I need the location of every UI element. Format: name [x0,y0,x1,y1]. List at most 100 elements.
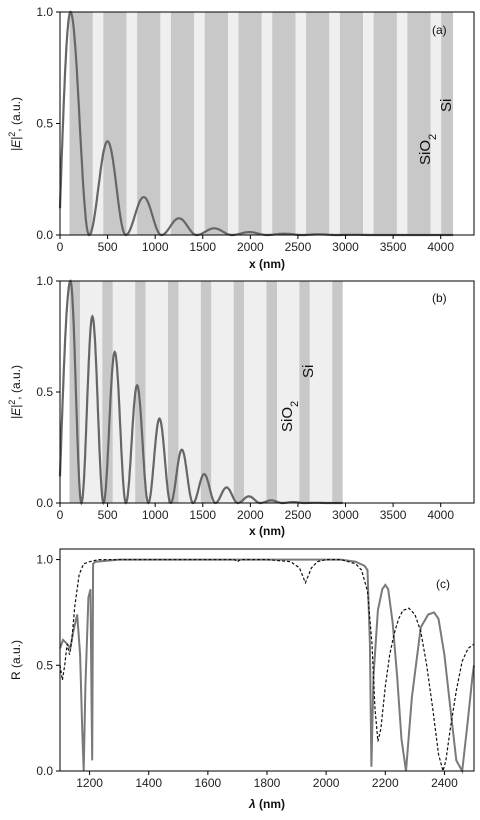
y-tick-label: 0.0 [36,764,53,778]
y-tick-label: 0.5 [36,658,53,672]
si-layer [204,12,228,235]
panel-a-chart: 0 500 1000 1500 2000 2500 3000 3500 4000 0.0 0.5 1.… [7,5,475,271]
sio2-layer [329,12,340,235]
panel-b-ticks: 0 500 1000 1500 2000 2500 3000 3500 4000 0.0 0.5 1.… [36,274,454,522]
panel-a-ticks: 0 500 1000 1500 2000 2500 3000 3500 4000 0.0 0.5 1.… [36,5,454,254]
y-tick-label: 1.0 [36,553,53,567]
x-tick-label: 1500 [189,240,216,254]
panel-a-si-label: Si [438,99,455,112]
x-tick-label: 3500 [380,240,407,254]
si-layer [306,12,330,235]
panel-a-letter: (a) [432,23,447,37]
si-layer [168,281,179,503]
sio2-layer [396,12,408,235]
si-layer [102,281,113,503]
x-tick-label: 3000 [332,508,359,522]
sio2-layer [309,281,333,503]
si-layer [332,281,343,503]
panel-b-sio2-label: SiO2 [279,401,301,432]
si-layer [407,12,431,235]
x-tick-label: 1000 [142,240,169,254]
sio2-layer [112,281,136,503]
sio2-layer [79,281,103,503]
si-layer [233,281,245,503]
sio2-layer [244,281,267,503]
panel-c-frame [59,548,475,772]
x-tick-label: 2000 [237,240,264,254]
x-tick-label: 500 [98,508,118,522]
sio2-layer [160,12,171,235]
panel-b-ylabel: |E|2, (a.u.) [7,365,23,419]
sio2-layer [261,12,273,235]
sio2-layer [178,281,201,503]
x-tick-label: 4000 [427,508,454,522]
x-tick-label: 1800 [254,776,281,790]
sio2-layer [194,12,205,235]
sio2-layer [211,281,234,503]
x-tick-label: 2000 [237,508,264,522]
si-layer [137,12,161,235]
panel-b-xlabel: x (nm) [249,524,285,538]
si-layer [170,12,195,235]
panel-b-chart: 0 500 1000 1500 2000 2500 3000 3500 4000 0.0 0.5 1.… [7,274,475,538]
panel-a-ylabel: |E|2, (a.u.) [7,97,23,151]
y-tick-label: 1.0 [36,274,53,288]
x-tick-label: 1500 [189,508,216,522]
panel-c-dashed-curve [59,559,475,774]
panel-c-ylabel: R (a.u.) [9,640,23,680]
sio2-layer [145,281,169,503]
si-layer [373,12,397,235]
y-tick-label: 0.5 [36,385,53,399]
sio2-layer [430,12,442,235]
x-tick-label: 0 [57,508,64,522]
panel-b-letter: (b) [432,291,447,305]
x-tick-label: 1000 [142,508,169,522]
x-tick-label: 500 [98,240,118,254]
x-tick-label: 1200 [76,776,103,790]
si-layer [441,12,454,235]
x-tick-label: 2500 [285,240,312,254]
sio2-layer [227,12,239,235]
sio2-layer [276,281,300,503]
panel-c-xlabel: λ (nm) [248,797,285,811]
panel-b-si-label: Si [300,365,317,378]
x-tick-label: 2500 [285,508,312,522]
panel-c-ticks: 1200 1400 1600 1800 2000 2200 2400 0.0 0.5 1.0 [36,553,458,790]
x-tick-label: 1600 [195,776,222,790]
si-layer [69,12,93,235]
si-layer [135,281,146,503]
y-tick-label: 0.5 [36,117,53,131]
panel-b-layers [69,281,343,503]
sio2-layer [363,12,374,235]
x-tick-label: 2000 [313,776,340,790]
panel-c-chart: 1200 1400 1600 1800 2000 2200 2400 0.0 0.5 1.0 (c… [9,548,475,811]
x-tick-label: 3500 [380,508,407,522]
panel-b-field-curve [58,279,343,506]
x-tick-label: 2400 [431,776,458,790]
y-tick-label: 0.0 [36,496,53,510]
sio2-layer [295,12,307,235]
x-tick-label: 4000 [427,240,454,254]
panel-a-xlabel: x (nm) [249,257,285,271]
si-layer [238,12,262,235]
si-layer [272,12,296,235]
si-layer [266,281,277,503]
panel-a-layers [69,12,454,235]
si-layer [69,281,80,503]
x-tick-label: 1400 [135,776,162,790]
sio2-layer [92,12,104,235]
x-tick-label: 2200 [372,776,399,790]
si-layer [103,12,127,235]
y-tick-label: 1.0 [36,5,53,19]
panel-a-sio2-label: SiO2 [417,134,439,165]
panel-c-letter: (c) [436,577,450,591]
si-layer [200,281,212,503]
sio2-layer [126,12,138,235]
panel-c-solid-curve [59,558,475,775]
si-layer [299,281,310,503]
y-tick-label: 0.0 [36,228,53,242]
si-layer [339,12,364,235]
x-tick-label: 0 [57,240,64,254]
x-tick-label: 3000 [332,240,359,254]
